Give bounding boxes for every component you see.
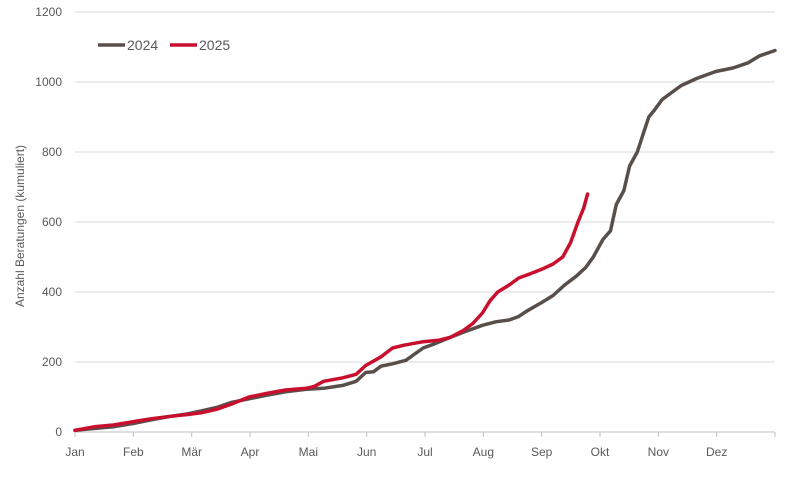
- x-tick-label: Nov: [648, 445, 669, 459]
- y-tick-label: 0: [55, 425, 62, 439]
- legend-label: 2025: [199, 37, 230, 53]
- y-axis-ticks: 0 200 400 600 800 1000 1200: [35, 5, 62, 439]
- x-tick-label: Dez: [706, 445, 727, 459]
- x-tick-label: Jul: [417, 445, 432, 459]
- x-tick-label: Jan: [65, 445, 84, 459]
- y-tick-label: 200: [42, 355, 62, 369]
- series-lines: [73, 48, 777, 433]
- x-axis: Jan Feb Mär Apr Mai Jun Jul Aug Sep Okt Nov Dez: [65, 431, 776, 459]
- x-tick-label: Apr: [241, 445, 260, 459]
- x-tick-label: Feb: [123, 445, 144, 459]
- series-line-2025: [73, 192, 590, 433]
- gridlines: [75, 11, 775, 363]
- legend: 2024 2025: [98, 37, 230, 53]
- x-tick-label: Mär: [181, 445, 202, 459]
- y-tick-label: 600: [42, 215, 62, 229]
- y-tick-label: 800: [42, 145, 62, 159]
- x-tick-label: Okt: [591, 445, 610, 459]
- x-tick-label: Sep: [531, 445, 553, 459]
- y-axis-title: Anzahl Beratungen (kumuliert): [13, 145, 27, 307]
- y-tick-label: 400: [42, 285, 62, 299]
- y-tick-label: 1000: [35, 75, 62, 89]
- x-tick-label: Jun: [357, 445, 376, 459]
- x-tick-label: Mai: [299, 445, 318, 459]
- legend-label: 2024: [127, 37, 158, 53]
- y-tick-label: 1200: [35, 5, 62, 19]
- series-line-2024: [73, 48, 777, 433]
- x-tick-label: Aug: [473, 445, 494, 459]
